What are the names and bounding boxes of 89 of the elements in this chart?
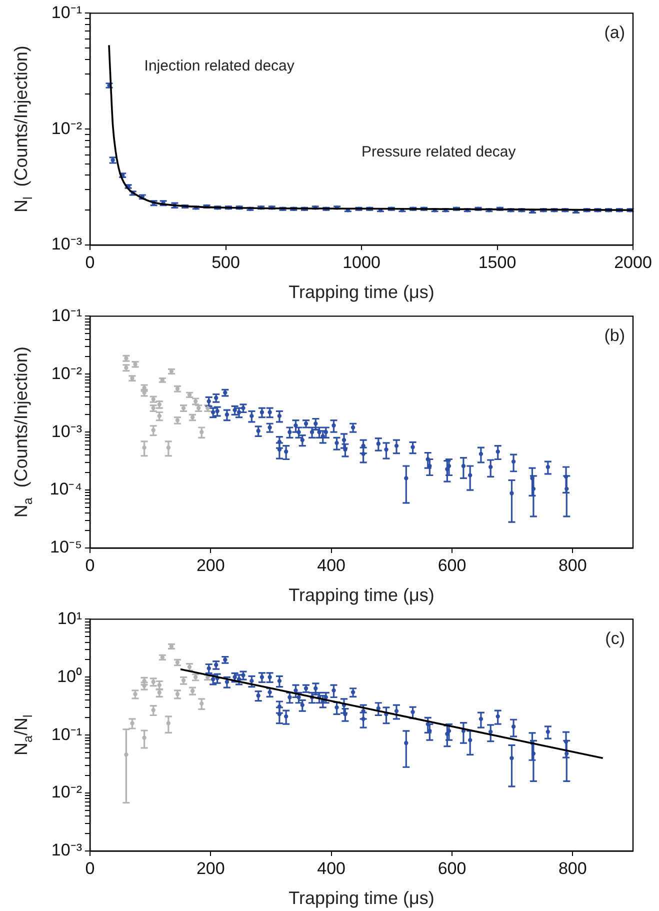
point <box>461 464 466 468</box>
annotation: Injection related decay <box>144 58 295 75</box>
y-tick-label: 10⁻² <box>51 118 82 138</box>
point <box>564 486 569 491</box>
point <box>342 438 346 442</box>
point <box>511 724 516 729</box>
point <box>404 740 408 746</box>
x-tick-label: 0 <box>85 556 95 575</box>
point <box>410 710 415 714</box>
point <box>410 445 415 450</box>
point <box>284 450 288 454</box>
point <box>546 730 550 734</box>
y-tick-label: 10⁻² <box>51 782 82 802</box>
point <box>277 712 282 716</box>
point <box>334 440 339 446</box>
point <box>343 712 348 716</box>
x-tick-label: 400 <box>317 858 346 878</box>
x-tick-label: 2000 <box>614 252 652 272</box>
point <box>404 476 408 480</box>
point <box>496 714 500 719</box>
point <box>394 444 399 448</box>
point <box>530 476 534 480</box>
point <box>546 464 550 470</box>
point <box>511 459 516 464</box>
annotation: (b) <box>604 326 626 345</box>
point <box>376 442 380 446</box>
point <box>531 486 536 491</box>
point <box>294 423 298 428</box>
x-tick-label: 1500 <box>478 252 516 272</box>
point <box>478 716 484 722</box>
x-tick-label: 600 <box>438 858 466 878</box>
point <box>376 706 380 710</box>
y-axis-title: Na (Counts/Injection) <box>10 346 35 518</box>
x-axis-title: Trapping time (μs) <box>288 888 434 908</box>
point <box>361 452 366 456</box>
point <box>332 688 336 693</box>
y-tick-label: 10⁻³ <box>51 234 82 254</box>
point <box>140 388 149 397</box>
x-tick-label: 1000 <box>342 252 380 272</box>
point <box>277 440 282 444</box>
x-tick-label: 0 <box>85 252 95 272</box>
point <box>277 704 282 709</box>
y-tick-label: 10¹ <box>57 608 82 628</box>
y-tick-label: 10⁻² <box>51 364 82 383</box>
annotation: (a) <box>604 22 626 42</box>
point <box>510 491 514 496</box>
point <box>488 730 493 734</box>
y-tick-label: 10⁻¹ <box>51 306 82 325</box>
point <box>468 738 472 742</box>
x-tick-label: 0 <box>85 858 95 878</box>
point <box>564 751 569 756</box>
point <box>394 708 399 714</box>
y-tick-label: 10⁻⁵ <box>50 538 82 557</box>
point <box>314 686 318 690</box>
x-tick-label: 500 <box>212 252 240 272</box>
y-axis-title: Na/Nl <box>10 714 35 756</box>
point <box>334 705 339 710</box>
y-tick-label: 10⁰ <box>57 666 82 686</box>
y-tick-label: 10⁻³ <box>51 422 82 441</box>
y-tick-label: 10⁻³ <box>51 840 82 860</box>
point <box>496 450 500 454</box>
x-tick-label: 800 <box>558 556 587 575</box>
point <box>531 751 536 756</box>
x-tick-label: 400 <box>317 556 346 575</box>
x-axis-title: Trapping time (μs) <box>288 282 434 302</box>
point <box>564 740 568 744</box>
point <box>426 457 430 462</box>
y-tick-label: 10⁻¹ <box>51 724 82 744</box>
point <box>384 447 388 452</box>
annotation: Pressure related decay <box>362 143 516 160</box>
annotation: (c) <box>605 628 626 648</box>
point <box>468 473 472 478</box>
x-tick-label: 200 <box>196 858 225 878</box>
point <box>361 716 366 722</box>
point <box>284 714 288 719</box>
y-axis-title: Nl (Counts/Injection) <box>10 46 35 213</box>
point <box>332 423 336 428</box>
point <box>294 688 298 693</box>
x-axis-title: Trapping time (μs) <box>288 584 434 605</box>
x-tick-label: 800 <box>558 858 587 878</box>
point <box>478 452 484 456</box>
point <box>564 474 568 479</box>
point <box>426 722 430 726</box>
x-tick-label: 200 <box>196 556 225 575</box>
y-tick-label: 10⁻⁴ <box>50 480 82 499</box>
x-tick-label: 600 <box>438 556 466 575</box>
point <box>488 464 493 470</box>
y-tick-label: 10⁻¹ <box>51 2 82 22</box>
point <box>510 756 514 760</box>
